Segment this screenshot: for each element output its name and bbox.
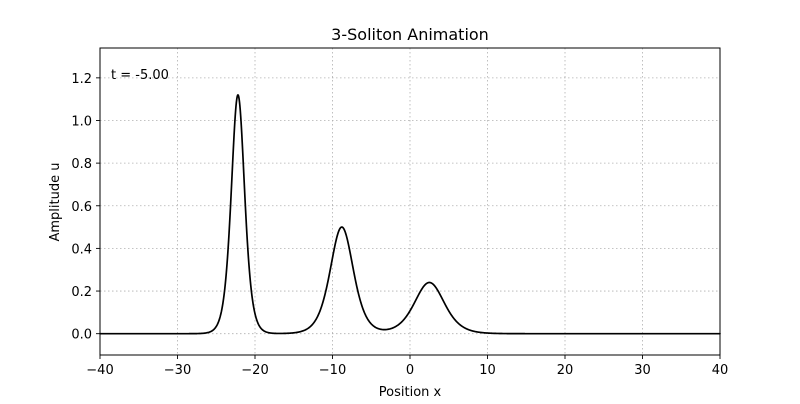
chart-title: 3-Soliton Animation [331,25,489,44]
y-tick-label: 1.0 [71,114,92,129]
x-axis: −40 −30 −20 −10 0 10 20 30 40 [86,355,728,378]
x-tick-label: −20 [241,363,268,378]
x-tick-label: −30 [164,363,191,378]
y-axis: 0.0 0.2 0.4 0.6 0.8 1.0 1.2 [71,72,100,343]
x-tick-label: 0 [406,363,414,378]
x-tick-label: 30 [634,363,651,378]
y-tick-label: 0.6 [71,200,92,215]
series-line-u [99,94,721,335]
y-axis-label: Amplitude u [48,163,63,242]
y-tick-label: 1.2 [71,72,92,87]
time-annotation: t = -5.00 [111,68,169,83]
x-tick-label: 20 [557,363,574,378]
x-tick-label: 10 [479,363,496,378]
x-tick-label: −10 [319,363,346,378]
y-tick-label: 0.8 [71,157,92,172]
y-tick-label: 0.4 [71,242,92,257]
x-tick-label: 40 [712,363,729,378]
x-axis-label: Position x [379,385,442,400]
y-tick-label: 0.2 [71,285,92,300]
y-tick-label: 0.0 [71,328,92,343]
x-tick-label: −40 [86,363,113,378]
grid [99,48,721,355]
